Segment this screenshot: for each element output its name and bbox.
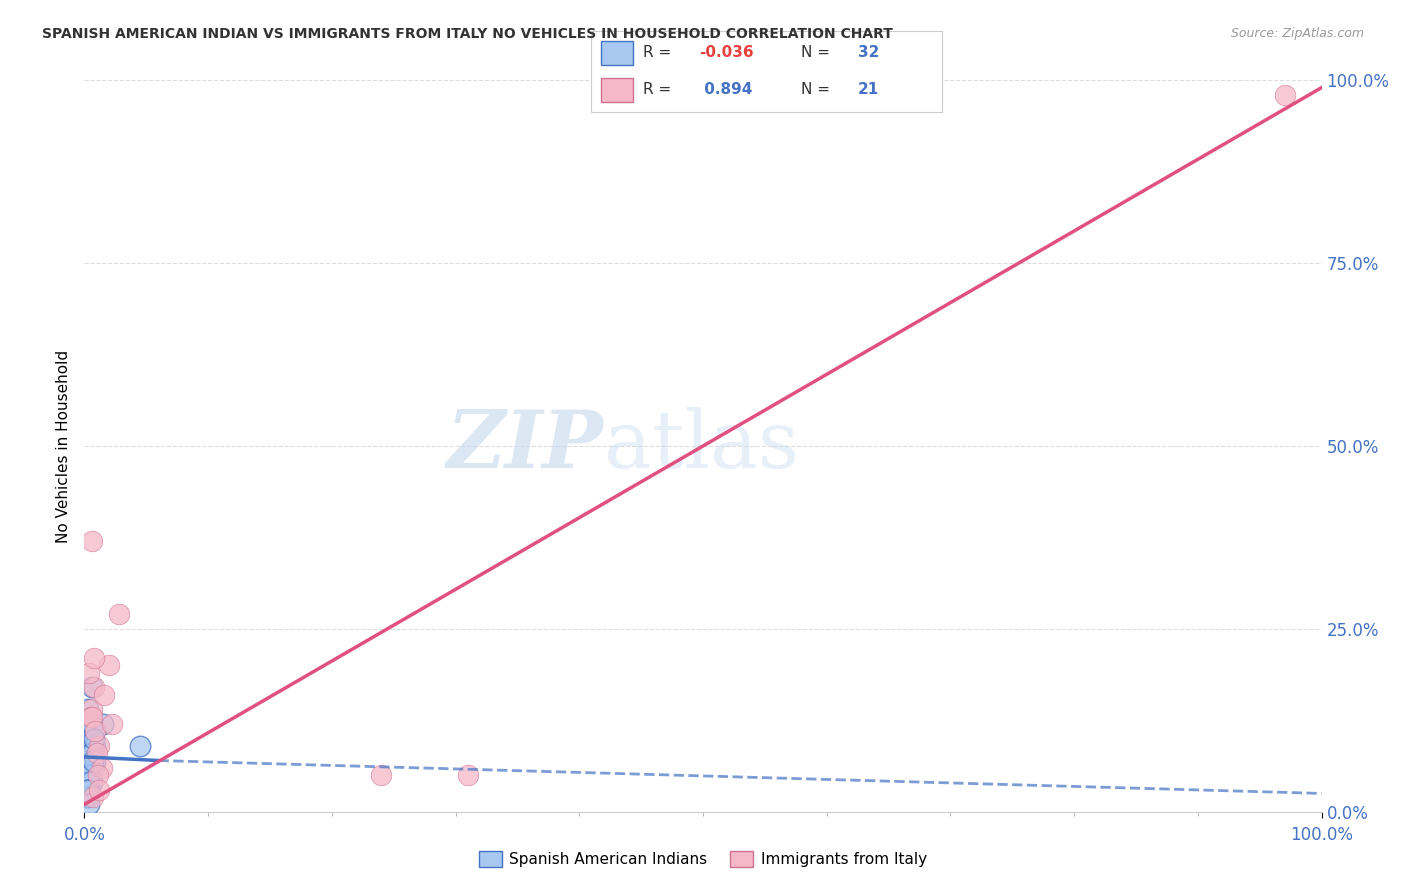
Point	[80, 534, 103, 549]
Point	[79, 754, 101, 768]
Point	[80, 709, 103, 723]
Point	[1274, 87, 1296, 102]
Point	[79, 782, 101, 797]
Point	[80, 746, 103, 760]
Point	[129, 739, 152, 753]
Text: atlas: atlas	[605, 407, 799, 485]
Point	[79, 782, 101, 797]
Point	[82, 754, 104, 768]
Point	[77, 790, 100, 805]
Point	[89, 782, 111, 797]
Point	[100, 717, 122, 731]
Legend: Spanish American Indians, Immigrants from Italy: Spanish American Indians, Immigrants fro…	[472, 846, 934, 873]
Text: Source: ZipAtlas.com: Source: ZipAtlas.com	[1230, 27, 1364, 40]
Point	[79, 768, 101, 782]
Point	[84, 754, 107, 768]
Point	[79, 768, 101, 782]
Bar	[602, 78, 633, 102]
Bar	[602, 41, 633, 65]
Point	[79, 775, 101, 789]
Point	[76, 761, 98, 775]
Point	[83, 681, 105, 695]
Point	[82, 790, 104, 805]
Point	[84, 739, 107, 753]
Point	[77, 782, 100, 797]
Point	[83, 731, 105, 746]
Text: -0.036: -0.036	[699, 45, 754, 61]
Point	[77, 702, 100, 716]
Point	[83, 761, 105, 775]
Text: 32: 32	[858, 45, 879, 61]
Point	[108, 607, 131, 622]
Point	[79, 754, 101, 768]
Text: N =: N =	[801, 82, 831, 97]
Point	[76, 754, 98, 768]
Point	[79, 709, 101, 723]
Point	[82, 739, 104, 753]
Point	[90, 761, 112, 775]
Text: R =: R =	[644, 82, 672, 97]
Text: 21: 21	[858, 82, 879, 97]
Point	[79, 775, 101, 789]
Point	[79, 746, 101, 760]
Point	[457, 768, 479, 782]
Point	[89, 739, 111, 753]
Text: 0.894: 0.894	[699, 82, 752, 97]
Point	[83, 724, 105, 739]
Point	[80, 702, 103, 716]
Point	[98, 658, 121, 673]
Point	[77, 775, 100, 789]
Point	[91, 717, 114, 731]
Point	[80, 681, 103, 695]
Point	[87, 768, 110, 782]
Point	[80, 717, 103, 731]
Point	[93, 688, 115, 702]
Y-axis label: No Vehicles in Household: No Vehicles in Household	[56, 350, 72, 542]
Point	[80, 775, 103, 789]
Point	[370, 768, 392, 782]
Point	[76, 790, 98, 805]
Text: N =: N =	[801, 45, 831, 61]
Point	[79, 797, 101, 812]
Point	[76, 782, 98, 797]
Point	[84, 724, 107, 739]
Text: SPANISH AMERICAN INDIAN VS IMMIGRANTS FROM ITALY NO VEHICLES IN HOUSEHOLD CORREL: SPANISH AMERICAN INDIAN VS IMMIGRANTS FR…	[42, 27, 893, 41]
Point	[86, 746, 108, 760]
Text: R =: R =	[644, 45, 672, 61]
Point	[83, 651, 105, 665]
Text: ZIP: ZIP	[447, 408, 605, 484]
Point	[79, 665, 101, 680]
Point	[77, 768, 100, 782]
